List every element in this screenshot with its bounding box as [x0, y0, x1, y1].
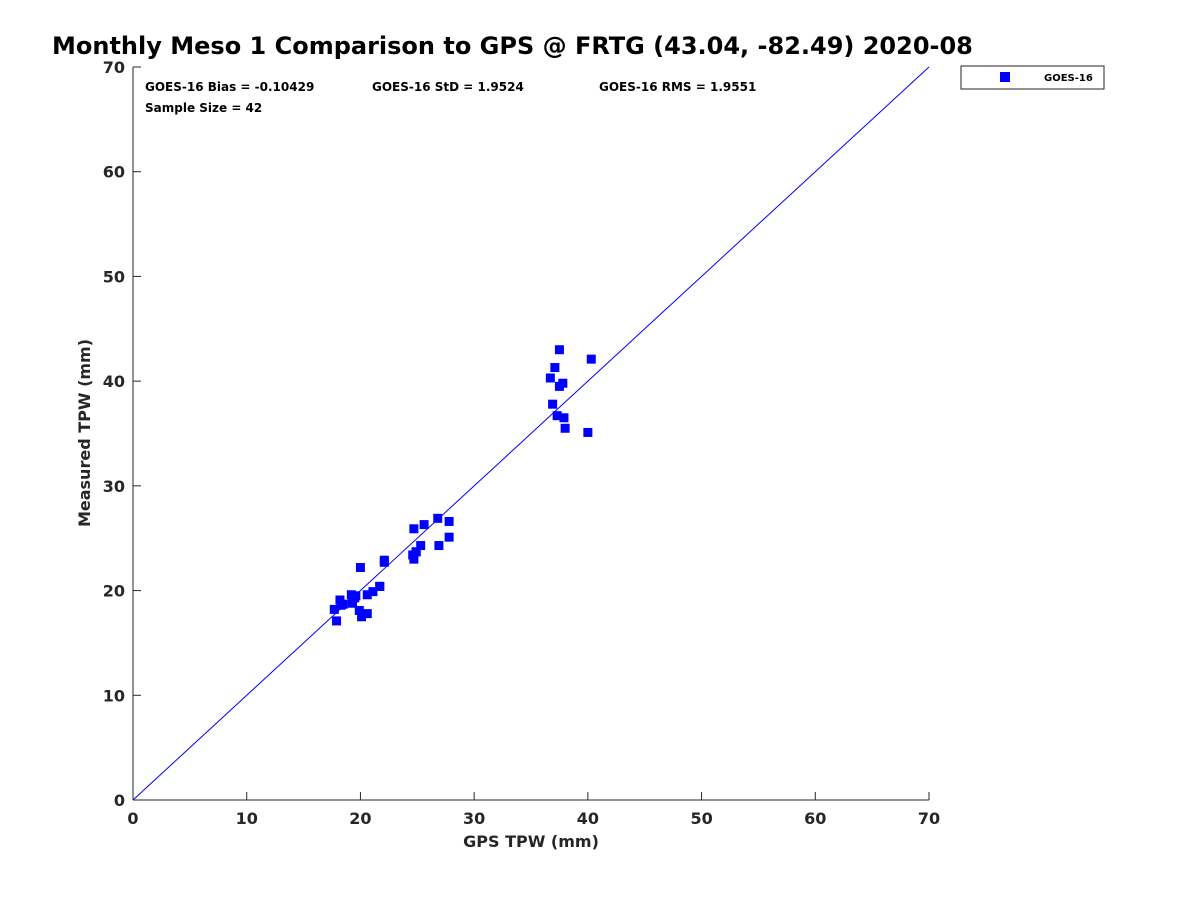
- x-tick-label: 30: [463, 809, 485, 828]
- data-point: [354, 605, 364, 615]
- sample-size-annotation: Sample Size = 42: [145, 101, 262, 115]
- data-point: [548, 399, 558, 409]
- reference-line-layer: [132, 66, 930, 801]
- y-tick-label: 10: [103, 686, 125, 705]
- data-point: [357, 612, 367, 622]
- x-tick-label: 50: [690, 809, 712, 828]
- y-axis-label: Measured TPW (mm): [75, 339, 94, 527]
- data-point: [375, 581, 385, 591]
- data-point: [444, 532, 454, 542]
- y-tick-label: 70: [103, 58, 125, 77]
- data-point: [419, 520, 429, 530]
- data-point: [332, 616, 342, 626]
- data-point: [355, 563, 365, 573]
- data-point: [433, 513, 443, 523]
- data-point: [329, 604, 339, 614]
- legend-box: [960, 65, 1105, 90]
- y-tick-label: 30: [103, 477, 125, 496]
- x-tick-label: 10: [236, 809, 258, 828]
- data-point: [545, 373, 555, 383]
- data-point: [347, 598, 357, 608]
- data-point: [560, 423, 570, 433]
- x-tick-label: 70: [918, 809, 940, 828]
- legend: GOES-16: [960, 65, 1105, 90]
- std-annotation: GOES-16 StD = 1.9524: [372, 80, 524, 94]
- data-points-layer: [329, 345, 596, 626]
- data-point: [362, 609, 372, 619]
- data-point: [554, 345, 564, 355]
- y-tick-label: 20: [103, 582, 125, 601]
- x-tick-label: 20: [349, 809, 371, 828]
- y-tick-label: 0: [114, 791, 125, 810]
- x-axis-ticks: 0 10 20 30 40 50 60 70: [127, 792, 940, 828]
- data-point: [444, 516, 454, 526]
- data-point: [411, 547, 421, 557]
- data-point: [379, 557, 389, 567]
- legend-marker: [1000, 72, 1010, 82]
- data-point: [409, 524, 419, 534]
- data-point: [362, 590, 372, 600]
- x-tick-label: 40: [577, 809, 599, 828]
- data-point: [583, 427, 593, 437]
- y-tick-label: 50: [103, 267, 125, 286]
- data-point: [368, 587, 378, 597]
- data-point: [409, 554, 419, 564]
- data-point: [351, 591, 361, 601]
- y-axis-ticks: 0 10 20 30 40 50 60 70: [103, 58, 141, 810]
- data-point: [552, 411, 562, 421]
- one-to-one-line: [132, 66, 930, 801]
- data-point: [338, 599, 348, 609]
- x-tick-label: 60: [804, 809, 826, 828]
- y-tick-label: 40: [103, 372, 125, 391]
- data-point: [416, 541, 426, 551]
- y-tick-label: 60: [103, 163, 125, 182]
- x-axis-label: GPS TPW (mm): [463, 832, 599, 851]
- bias-annotation: GOES-16 Bias = -0.10429: [145, 80, 314, 94]
- data-point: [550, 363, 560, 373]
- chart-title: Monthly Meso 1 Comparison to GPS @ FRTG …: [52, 32, 973, 60]
- data-point: [559, 413, 569, 423]
- rms-annotation: GOES-16 RMS = 1.9551: [599, 80, 756, 94]
- x-tick-label: 0: [127, 809, 138, 828]
- data-point: [558, 378, 568, 388]
- data-point: [434, 541, 444, 551]
- data-point: [586, 354, 596, 364]
- legend-label: GOES-16: [1044, 73, 1093, 84]
